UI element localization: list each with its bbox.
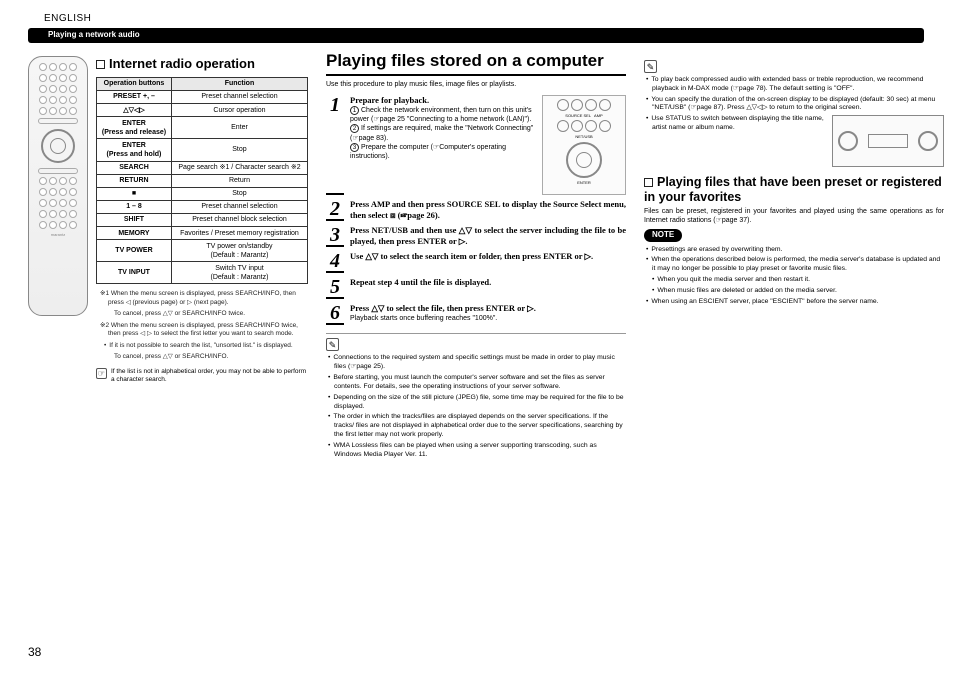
footnote-2b: To cancel, press △▽ or SEARCH/INFO. [96, 353, 308, 361]
note-badge: NOTE [644, 229, 682, 241]
c2-b3: Depending on the size of the still pictu… [326, 394, 626, 412]
optable-button-cell: MEMORY [97, 227, 172, 240]
c3-n2a: When you quit the media server and then … [644, 276, 944, 285]
optable-button-cell: ENTER (Press and hold) [97, 139, 172, 161]
c2-b5: WMA Lossless files can be played when us… [326, 442, 626, 460]
col3-subheading: Playing files that have been preset or r… [644, 175, 944, 204]
optable-button-cell: ■ [97, 187, 172, 200]
section-strip [28, 28, 924, 43]
step4-body: Use △▽ to select the search item or fold… [350, 251, 626, 273]
optable-func-cell: Stop [171, 187, 307, 200]
optable-button-cell: SHIFT [97, 213, 172, 226]
pencil-icon-2: ✎ [644, 60, 657, 73]
step-num-2: 2 [326, 199, 344, 221]
remote-illustration: marantz [28, 56, 88, 316]
optable-button-cell: TV INPUT [97, 262, 172, 284]
remote-snippet: SOURCE SEL AMP NET/USB ENTER [542, 95, 626, 195]
c3-n2b: When music files are deleted or added on… [644, 287, 944, 296]
section-strip-label: Playing a network audio [48, 30, 140, 40]
step6-body: Press △▽ to select the file, then press … [350, 303, 626, 314]
optable-func-cell: TV power on/standby (Default : Marantz) [171, 240, 307, 262]
page-number: 38 [28, 645, 41, 661]
footnote-2: ※2 When the menu screen is displayed, pr… [96, 322, 308, 339]
remote-brand: marantz [51, 232, 65, 237]
step-num-3: 3 [326, 225, 344, 247]
step-2: 2 Press AMP and then press SOURCE SEL to… [326, 199, 626, 221]
step-3: 3 Press NET/USB and then use △▽ to selec… [326, 225, 626, 247]
step-1: 1 SOURCE SEL AMP NET/USB ENTER Prepare f… [326, 95, 626, 195]
optable-func-cell: Page search ※1 / Character search ※2 [171, 161, 307, 174]
footnote-2a: If it is not possible to search the list… [96, 342, 308, 350]
optable-func-cell: Stop [171, 139, 307, 161]
step3-body: Press NET/USB and then use △▽ to select … [350, 225, 626, 247]
optable-func-cell: Return [171, 174, 307, 187]
col3-note-bullets: Presettings are erased by overwriting th… [644, 246, 944, 307]
optable-button-cell: ENTER (Press and release) [97, 117, 172, 139]
step-4: 4 Use △▽ to select the search item or fo… [326, 251, 626, 273]
step6-sub: Playback starts once buffering reaches "… [350, 314, 626, 323]
optable-func-cell: Preset channel selection [171, 90, 307, 103]
col3-top-bullets: To play back compressed audio with exten… [644, 76, 944, 167]
optable-button-cell: SEARCH [97, 161, 172, 174]
step-num-4: 4 [326, 251, 344, 273]
c3-bb: You can specify the duration of the on-s… [644, 96, 944, 114]
operation-table: Operation buttons Function PRESET +, –Pr… [96, 77, 308, 285]
hand-icon: ☞ [96, 368, 107, 379]
section-title: Playing files stored on a computer [326, 50, 626, 76]
optable-func-cell: Preset channel selection [171, 200, 307, 213]
optable-button-cell: △▽◁▷ [97, 104, 172, 117]
step2-body: Press AMP and then press SOURCE SEL to d… [350, 199, 626, 221]
col3-subtext: Files can be preset, registered in your … [644, 207, 944, 225]
step5-body: Repeat step 4 until the file is displaye… [350, 277, 626, 299]
step-6: 6 Press △▽ to select the file, then pres… [326, 303, 626, 325]
c3-n3: When using an ESCIENT server, place "ESC… [644, 298, 944, 307]
c3-n2: When the operations described below is p… [644, 256, 944, 274]
optable-button-cell: 1 – 8 [97, 200, 172, 213]
step-num-5: 5 [326, 277, 344, 299]
step-num-1: 1 [326, 95, 344, 195]
step-5: 5 Repeat step 4 until the file is displa… [326, 277, 626, 299]
col1-heading: Internet radio operation [96, 56, 308, 73]
optable-func-cell: Favorites / Preset memory registration [171, 227, 307, 240]
c3-n1: Presettings are erased by overwriting th… [644, 246, 944, 255]
hand-note-text: If the list is not in alphabetical order… [111, 368, 308, 385]
pencil-icon: ✎ [326, 338, 339, 351]
c2-b4: The order in which the tracks/files are … [326, 413, 626, 439]
section-intro: Use this procedure to play music files, … [326, 80, 626, 89]
optable-button-cell: RETURN [97, 174, 172, 187]
optable-h2: Function [171, 77, 307, 90]
c3-ba: To play back compressed audio with exten… [644, 76, 944, 94]
optable-button-cell: PRESET +, – [97, 90, 172, 103]
c2-b1: Connections to the required system and s… [326, 354, 626, 372]
footnote-1: ※1 When the menu screen is displayed, pr… [96, 290, 308, 307]
optable-button-cell: TV POWER [97, 240, 172, 262]
optable-h1: Operation buttons [97, 77, 172, 90]
c2-b2: Before starting, you must launch the com… [326, 374, 626, 392]
step-num-6: 6 [326, 303, 344, 325]
language-tab: ENGLISH [44, 12, 91, 25]
hand-note: ☞ If the list is not in alphabetical ord… [96, 368, 308, 385]
optable-func-cell: Enter [171, 117, 307, 139]
amp-figure [832, 115, 944, 167]
footnote-1b: To cancel, press △▽ or SEARCH/INFO twice… [96, 310, 308, 318]
optable-func-cell: Preset channel block selection [171, 213, 307, 226]
optable-func-cell: Switch TV input (Default : Marantz) [171, 262, 307, 284]
optable-func-cell: Cursor operation [171, 104, 307, 117]
footnotes: ※1 When the menu screen is displayed, pr… [96, 290, 308, 361]
col2-bullets: Connections to the required system and s… [326, 354, 626, 459]
